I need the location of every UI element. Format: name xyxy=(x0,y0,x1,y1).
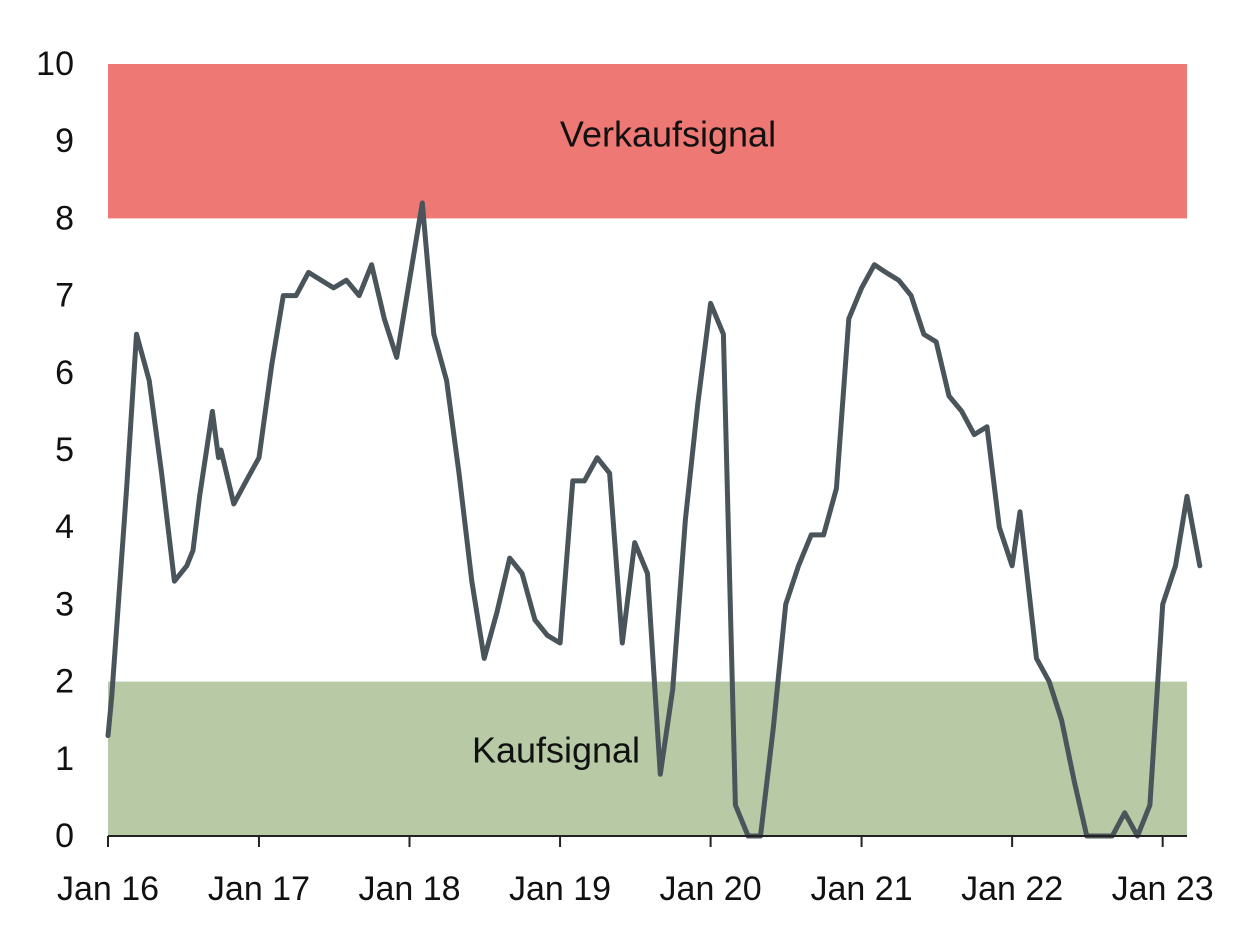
y-tick-label: 1 xyxy=(55,740,74,778)
x-tick-label: Jan 18 xyxy=(358,870,460,908)
x-tick-label: Jan 20 xyxy=(660,870,762,908)
y-tick-label: 9 xyxy=(55,122,74,160)
y-tick-label: 6 xyxy=(55,354,74,392)
band-label-sell: Verkaufsignal xyxy=(560,114,776,155)
y-tick-label: 3 xyxy=(55,585,74,623)
y-tick-label: 7 xyxy=(55,277,74,315)
x-tick-label: Jan 23 xyxy=(1112,870,1214,908)
y-tick-label: 8 xyxy=(55,199,74,237)
x-tick-label: Jan 17 xyxy=(208,870,310,908)
signal-bands xyxy=(108,64,1187,836)
band-sell xyxy=(108,64,1187,219)
y-tick-label: 4 xyxy=(55,508,74,546)
y-tick-label: 0 xyxy=(55,817,74,855)
band-labels: Verkaufsignal Kaufsignal xyxy=(472,114,776,771)
x-tick-label: Jan 21 xyxy=(811,870,913,908)
y-axis: 0 1 2 3 4 5 6 7 8 9 10 xyxy=(36,45,74,855)
band-buy xyxy=(108,681,1187,836)
y-tick-label: 10 xyxy=(36,45,74,83)
series-group xyxy=(105,200,1203,839)
y-tick-label: 2 xyxy=(55,663,74,701)
y-tick-label: 5 xyxy=(55,431,74,469)
x-axis: Jan 16 Jan 17 Jan 18 Jan 19 Jan 20 Jan 21 Jan … xyxy=(57,835,1214,908)
x-tick-label: Jan 16 xyxy=(57,870,159,908)
x-tick-label: Jan 19 xyxy=(509,870,611,908)
x-tick-label: Jan 22 xyxy=(961,870,1063,908)
series-line-0 xyxy=(105,200,1203,839)
band-label-buy: Kaufsignal xyxy=(472,730,640,771)
